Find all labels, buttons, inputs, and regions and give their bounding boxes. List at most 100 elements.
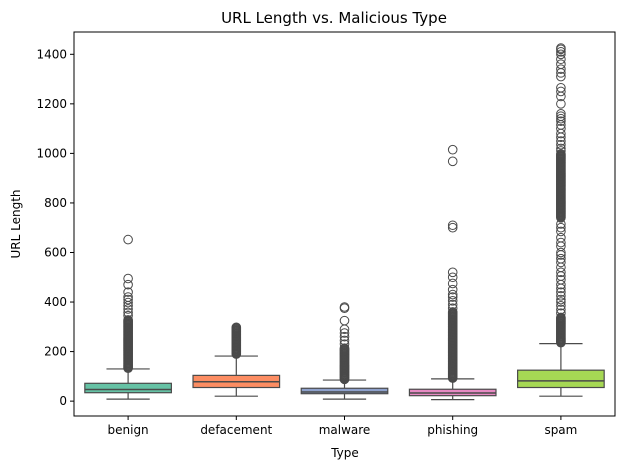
outlier-point xyxy=(556,71,566,82)
outlier-point xyxy=(556,111,566,122)
outlier-point xyxy=(556,294,566,305)
y-axis-label: URL Length xyxy=(9,189,23,258)
outlier-point xyxy=(556,253,566,264)
y-tick-label: 1400 xyxy=(36,47,67,61)
outlier-point xyxy=(123,279,133,290)
y-tick-label: 200 xyxy=(44,345,67,359)
box-benign xyxy=(84,382,172,394)
box-group-benign xyxy=(84,234,172,400)
outlier-point xyxy=(556,247,566,258)
outlier-point xyxy=(339,302,350,312)
outlier-point xyxy=(556,219,566,229)
fliers-phishing xyxy=(447,144,458,383)
outlier-point xyxy=(556,113,566,124)
outlier-point xyxy=(123,234,133,245)
box-group-phishing xyxy=(408,144,497,401)
outlier-point xyxy=(123,297,133,308)
outlier-point xyxy=(556,59,566,70)
outlier-point xyxy=(556,116,566,126)
outlier-point xyxy=(556,297,566,307)
outlier-point xyxy=(556,64,566,74)
outlier-point xyxy=(447,156,458,167)
outlier-point xyxy=(123,304,133,314)
x-tick-label-spam: spam xyxy=(544,423,577,437)
outlier-point xyxy=(231,322,242,333)
y-tick-label: 1000 xyxy=(36,146,67,160)
outlier-point xyxy=(556,274,566,285)
outlier-point xyxy=(339,335,350,346)
outlier-point xyxy=(556,287,566,297)
outlier-point xyxy=(556,49,566,60)
outlier-point xyxy=(447,284,458,295)
outlier-point xyxy=(556,149,566,159)
outlier-point xyxy=(556,304,566,315)
fliers-spam xyxy=(556,43,566,348)
outlier-point xyxy=(556,43,566,53)
outlier-point xyxy=(339,343,350,353)
outlier-point xyxy=(556,108,566,119)
box-spam xyxy=(517,369,605,389)
outlier-point xyxy=(123,294,133,305)
outlier-point xyxy=(447,292,458,302)
outlier-point xyxy=(556,136,566,146)
outlier-point xyxy=(556,99,566,109)
outlier-point xyxy=(556,47,566,57)
outlier-point xyxy=(447,307,458,317)
fliers-benign xyxy=(123,234,133,373)
x-tick-label-defacement: defacement xyxy=(200,423,272,437)
outlier-point xyxy=(447,220,458,231)
x-axis-label: Type xyxy=(330,446,359,460)
plot-area xyxy=(84,43,605,401)
box-group-defacement xyxy=(192,322,281,397)
outlier-point xyxy=(556,257,566,268)
outlier-point xyxy=(123,307,133,318)
outlier-point xyxy=(123,310,133,321)
outlier-point xyxy=(447,222,458,233)
outlier-point xyxy=(339,331,350,342)
box-group-spam xyxy=(517,43,605,397)
outlier-point xyxy=(556,300,566,311)
fliers-malware xyxy=(339,302,350,385)
outlier-point xyxy=(447,144,458,155)
chart-title: URL Length vs. Malicious Type xyxy=(221,9,447,27)
outlier-point xyxy=(123,315,133,325)
outlier-point xyxy=(556,291,566,301)
outlier-point xyxy=(447,278,458,289)
outlier-point xyxy=(447,272,458,283)
outlier-point xyxy=(556,222,566,233)
box-malware xyxy=(300,387,389,395)
outlier-point xyxy=(556,143,566,154)
y-tick-label: 0 xyxy=(59,394,67,408)
y-tick-label: 800 xyxy=(44,196,67,210)
outlier-point xyxy=(447,289,458,300)
outlier-point xyxy=(339,315,350,326)
outlier-point xyxy=(339,339,350,349)
y-tick-label: 600 xyxy=(44,245,67,259)
outlier-point xyxy=(447,303,458,314)
outlier-point xyxy=(556,54,566,65)
outlier-point xyxy=(556,308,566,318)
x-axis: benign defacement malware phishing spam xyxy=(108,416,577,437)
outlier-point xyxy=(556,82,566,93)
outlier-point xyxy=(556,86,566,97)
x-tick-label-benign: benign xyxy=(108,423,149,437)
outlier-point xyxy=(123,287,133,297)
outlier-point xyxy=(447,299,458,310)
outlier-point xyxy=(556,139,566,150)
y-tick-label: 400 xyxy=(44,295,67,309)
y-tick-label: 1200 xyxy=(36,97,67,111)
outlier-point xyxy=(556,226,566,237)
outlier-point xyxy=(556,267,566,278)
outlier-point xyxy=(556,123,566,134)
outlier-point xyxy=(123,273,133,284)
outlier-point xyxy=(556,312,566,323)
outlier-point xyxy=(556,262,566,273)
x-tick-label-phishing: phishing xyxy=(427,423,478,437)
outlier-point xyxy=(123,292,133,302)
outlier-point xyxy=(339,328,350,338)
fliers-defacement xyxy=(231,322,242,359)
y-axis: 0 200 400 600 800 1000 1200 1400 xyxy=(36,47,74,408)
outlier-point xyxy=(556,232,566,243)
outlier-point xyxy=(447,267,458,278)
